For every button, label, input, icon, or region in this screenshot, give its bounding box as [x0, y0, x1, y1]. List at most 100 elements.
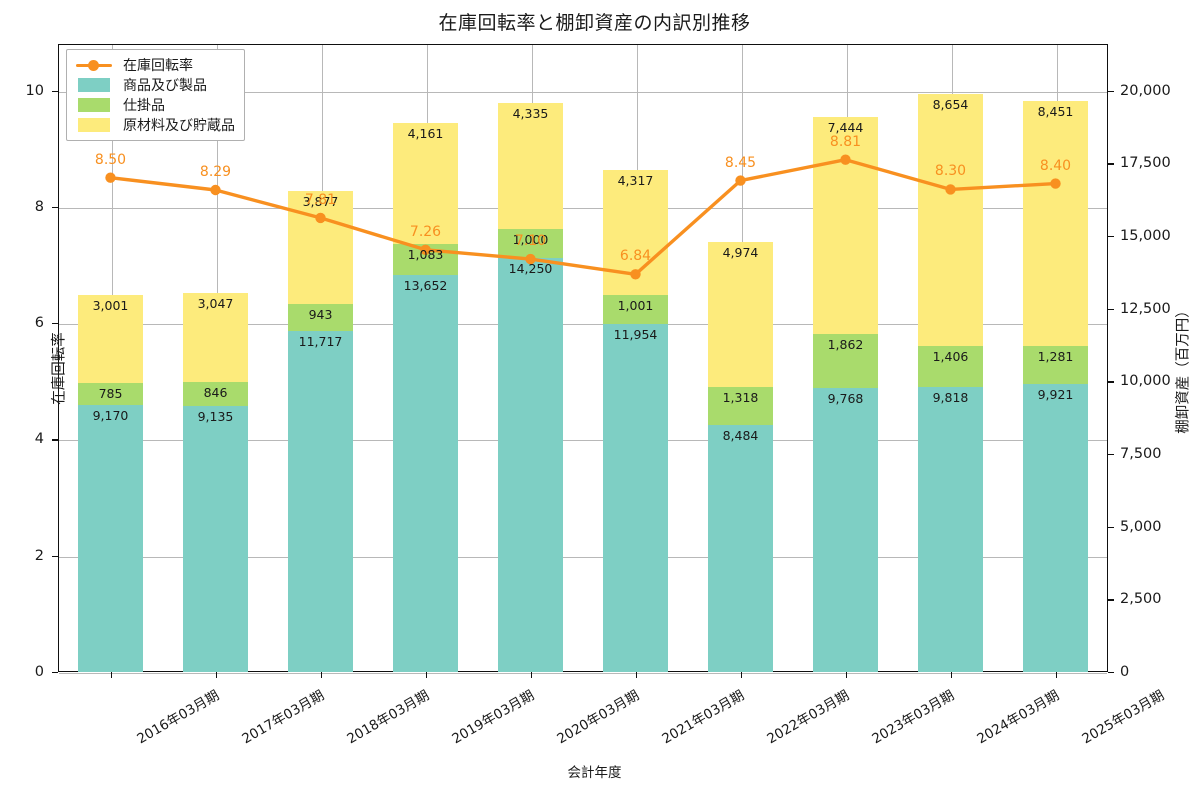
x-tick-label: 2022年03月期: [763, 687, 852, 748]
y-tick-mark-right: [1108, 672, 1114, 674]
bar-value-label: 7,444: [827, 120, 864, 136]
bar-segment: [917, 386, 984, 672]
x-tick-mark: [530, 672, 532, 678]
bar-segment: [287, 303, 354, 332]
bar-value-label: 9,768: [827, 391, 864, 406]
bar-value-label: 11,717: [298, 334, 343, 350]
y-tick-mark-left: [52, 90, 58, 92]
y-tick-label-right: 2,500: [1120, 591, 1162, 608]
line-value-label: 8.29: [199, 163, 232, 180]
y-tick-mark-left: [52, 439, 58, 441]
y-tick-label-right: 7,500: [1120, 445, 1162, 462]
legend-swatch-icon: [78, 118, 110, 132]
y-tick-mark-right: [1108, 235, 1114, 238]
legend-item: 在庫回転率: [74, 55, 235, 75]
bar-value-label: 8,484: [722, 428, 759, 444]
bar-value-label: 785: [98, 385, 123, 401]
bar-value-label: 4,974: [722, 245, 759, 261]
bar-segment: [392, 275, 459, 672]
gridline-horizontal: [59, 324, 1107, 326]
legend-item-label: 商品及び製品: [123, 78, 207, 94]
line-value-label: 7.10: [514, 233, 547, 250]
bar-value-label: 9,135: [197, 409, 234, 425]
bar-value-label: 9,921: [1037, 386, 1074, 402]
bar-value-label: 3,001: [92, 298, 129, 314]
y-tick-mark-right: [1108, 453, 1114, 456]
bar-segment: [812, 117, 879, 334]
bar-value-label: 1,862: [827, 336, 864, 352]
y-tick-mark-left: [52, 323, 58, 325]
legend-item: 仕掛品: [74, 95, 235, 115]
y-tick-mark-left: [52, 206, 58, 209]
line-value-label: 7.26: [409, 223, 442, 240]
bar-value-label: 943: [308, 306, 333, 322]
y-tick-label-right: 17,500: [1120, 155, 1171, 172]
x-tick-mark: [110, 672, 112, 678]
line-value-label: 8.40: [1039, 157, 1072, 174]
legend-marker-icon: [88, 60, 99, 71]
bar-value-label: 1,406: [932, 348, 969, 364]
line-value-label: 8.50: [94, 151, 127, 168]
chart-legend: 在庫回転率商品及び製品 仕掛品原材料及び貯蔵品: [66, 49, 245, 141]
line-value-label: 8.45: [724, 154, 757, 171]
y-tick-label-left: 10: [25, 82, 44, 99]
y-tick-mark-right: [1108, 163, 1114, 165]
bar-segment: [602, 295, 669, 325]
y-tick-label-right: 10,000: [1120, 373, 1171, 390]
legend-item-label: 原材料及び貯蔵品: [123, 118, 235, 134]
bar-segment: [917, 94, 984, 346]
y-tick-label-left: 2: [34, 547, 44, 564]
y-tick-mark-left: [52, 555, 58, 557]
bar-value-label: 8,451: [1037, 103, 1074, 119]
bar-value-label: 846: [203, 384, 228, 400]
x-tick-mark: [635, 672, 637, 678]
legend-key: [74, 77, 114, 93]
gridline-horizontal: [59, 91, 1107, 93]
legend-swatch-icon: [78, 78, 110, 92]
y-tick-label-left: 6: [34, 315, 44, 332]
x-tick-label: 2019年03月期: [448, 687, 537, 748]
x-tick-label: 2021年03月期: [658, 687, 747, 748]
bar-segment: [77, 295, 144, 383]
bar-segment: [707, 425, 774, 672]
bar-segment: [182, 406, 249, 672]
y-tick-label-left: 0: [34, 664, 44, 680]
x-tick-label: 2024年03月期: [973, 687, 1062, 748]
y-tick-label-left: 8: [34, 198, 44, 215]
legend-key: [74, 117, 114, 133]
bar-value-label: 8,654: [932, 97, 969, 113]
y-tick-label-right: 20,000: [1120, 82, 1171, 99]
bar-value-label: 3,047: [197, 296, 234, 312]
bar-segment: [77, 405, 144, 672]
bar-segment: [287, 331, 354, 672]
bar-value-label: 14,250: [508, 260, 553, 276]
bar-segment: [812, 388, 879, 672]
gridline-horizontal: [59, 440, 1107, 442]
x-tick-mark: [215, 672, 217, 678]
x-tick-mark: [740, 672, 742, 678]
x-tick-label: 2018年03月期: [343, 687, 432, 748]
x-tick-mark: [1055, 672, 1057, 678]
bar-value-label: 9,818: [932, 389, 969, 405]
bar-segment: [182, 293, 249, 382]
y-tick-label-right: 5,000: [1120, 518, 1162, 535]
bar-segment: [497, 102, 564, 229]
y-tick-mark-right: [1108, 526, 1114, 528]
x-tick-mark: [950, 672, 952, 678]
x-tick-label: 2023年03月期: [868, 687, 957, 748]
x-tick-label: 2016年03月期: [133, 687, 222, 748]
bar-value-label: 1,318: [722, 390, 759, 406]
x-tick-label: 2020年03月期: [553, 687, 642, 748]
bar-segment: [707, 387, 774, 426]
y-tick-label-left: 4: [34, 431, 44, 448]
legend-key: [74, 97, 114, 113]
gridline-horizontal: [59, 556, 1107, 558]
legend-swatch-icon: [78, 98, 110, 112]
bar-value-label: 11,954: [613, 327, 658, 343]
y-tick-mark-right: [1108, 599, 1114, 601]
line-value-label: 8.81: [829, 133, 862, 150]
bar-segment: [812, 333, 879, 388]
bar-segment: [1022, 346, 1089, 384]
bar-segment: [77, 382, 144, 406]
gridline-horizontal: [59, 673, 1107, 674]
